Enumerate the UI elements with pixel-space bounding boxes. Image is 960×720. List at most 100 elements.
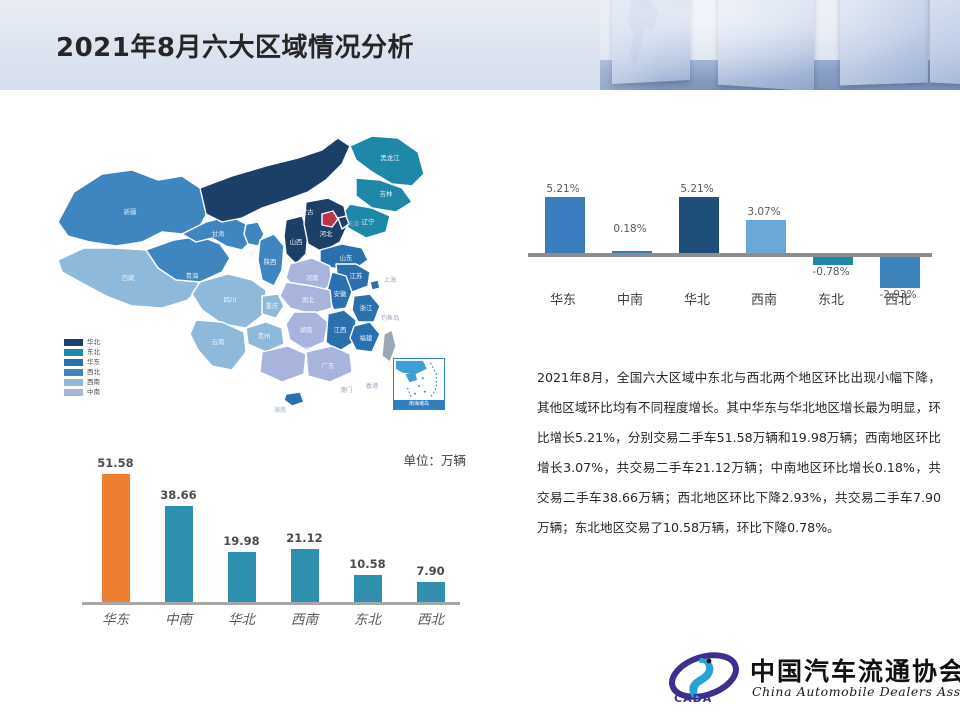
svg-text:浙江: 浙江 — [360, 303, 373, 312]
growth-axis-label: 西北 — [884, 293, 911, 308]
svg-text:陕西: 陕西 — [264, 257, 277, 266]
growth-axis-label: 中南 — [616, 293, 643, 308]
svg-text:河北: 河北 — [320, 230, 333, 238]
volume-bar-group: 7.90 — [399, 464, 462, 602]
svg-text:贵州: 贵州 — [258, 331, 271, 340]
growth-bar[interactable] — [746, 220, 786, 253]
svg-text:天津: 天津 — [347, 220, 359, 228]
svg-text:重庆: 重庆 — [266, 301, 279, 310]
growth-axis-label: 华北 — [683, 293, 710, 308]
legend-swatch — [64, 349, 83, 356]
growth-bar-value: -2.93% — [879, 289, 917, 301]
growth-bar-value: 0.18% — [613, 223, 647, 235]
svg-text:吉林: 吉林 — [380, 189, 393, 198]
growth-bar-group: 0.18% — [595, 165, 665, 285]
legend-item: 华东 — [64, 358, 134, 367]
header-glow — [600, 0, 960, 90]
svg-text:四川: 四川 — [224, 296, 237, 304]
growth-bar[interactable] — [545, 197, 585, 253]
volume-axis-label: 华东 — [102, 612, 129, 628]
growth-axis-label: 华东 — [549, 293, 576, 308]
svg-text:上海: 上海 — [384, 276, 396, 284]
growth-axis-label: 西南 — [750, 293, 777, 308]
volume-bar[interactable] — [417, 581, 445, 602]
svg-text:辽宁: 辽宁 — [362, 217, 375, 226]
legend-label: 东北 — [87, 348, 100, 356]
volume-bar-group: 19.98 — [210, 464, 273, 602]
legend-swatch — [64, 339, 83, 346]
volume-chart-plot: 51.58 38.66 19.98 21.12 10.58 7.90 — [70, 456, 470, 605]
volume-bar[interactable] — [228, 551, 256, 602]
legend-item: 西南 — [64, 378, 134, 387]
svg-text:湖北: 湖北 — [302, 295, 315, 304]
growth-bar[interactable] — [813, 257, 853, 265]
south-china-sea-inset: 南海诸岛 — [393, 358, 445, 410]
volume-bar[interactable] — [102, 473, 130, 602]
growth-chart: 5.21% 0.18% 5.21% 3.07% -0.78% — [520, 165, 940, 315]
china-map-svg: 新疆 西藏 青海 甘肃 广西 内蒙古 黑龙江 吉林 辽宁 河北 山西 山东 陕西… — [57, 135, 425, 414]
legend-item: 中南 — [64, 388, 134, 397]
legend-item: 西北 — [64, 368, 134, 377]
svg-text:江苏: 江苏 — [350, 271, 363, 280]
inset-map-icon — [395, 360, 437, 398]
svg-text:钓鱼岛: 钓鱼岛 — [381, 314, 400, 322]
volume-bar[interactable] — [354, 574, 382, 602]
svg-text:山西: 山西 — [290, 237, 303, 246]
svg-text:黑龙江: 黑龙江 — [380, 153, 400, 162]
volume-axis-label: 西北 — [417, 612, 444, 628]
legend-swatch — [64, 369, 83, 376]
zero-axis-line — [528, 253, 932, 257]
volume-chart-axis: 华东 中南 华北 西南 东北 西北 — [70, 608, 470, 638]
volume-bar-value: 38.66 — [160, 487, 197, 502]
growth-bar-value: 5.21% — [546, 183, 580, 195]
svg-text:新疆: 新疆 — [124, 207, 137, 216]
growth-bar-group: -0.78% — [796, 165, 866, 285]
growth-bar[interactable] — [880, 257, 920, 288]
volume-bar-value: 51.58 — [97, 455, 134, 470]
svg-text:云南: 云南 — [212, 337, 225, 346]
growth-bar[interactable] — [679, 197, 719, 253]
cada-emblem-icon — [669, 652, 739, 700]
legend-swatch — [64, 379, 83, 386]
legend-item: 东北 — [64, 348, 134, 357]
volume-bar-value: 10.58 — [349, 556, 386, 571]
growth-axis-label: 东北 — [817, 293, 844, 308]
inset-label: 南海诸岛 — [394, 400, 444, 409]
summary-paragraph: 2021年8月，全国六大区域中东北与西北两个地区环比出现小幅下降，其他区域环比均… — [537, 370, 941, 535]
legend-item: 华北 — [64, 338, 134, 347]
slide-header: 2021年8月六大区域情况分析 — [0, 0, 960, 90]
volume-chart-unit-label: 单位：万辆 — [403, 453, 466, 468]
china-region-map: 新疆 西藏 青海 甘肃 广西 内蒙古 黑龙江 吉林 辽宁 河北 山西 山东 陕西… — [50, 130, 470, 440]
volume-axis-label: 中南 — [165, 612, 192, 628]
growth-bar-value: 3.07% — [747, 206, 781, 218]
volume-bar-group: 21.12 — [273, 464, 336, 602]
cada-logo: CADA 中国汽车流通协会 China Automobile Dealers A… — [666, 648, 960, 712]
volume-bar-value: 19.98 — [223, 533, 260, 548]
volume-chart: 单位：万辆 51.58 38.66 19.98 21.12 10.58 — [70, 450, 470, 640]
growth-bar[interactable] — [612, 251, 652, 253]
svg-text:海南: 海南 — [274, 406, 286, 414]
volume-bar[interactable] — [165, 505, 193, 602]
growth-bar-group: 5.21% — [662, 165, 732, 285]
svg-text:福建: 福建 — [360, 333, 373, 342]
baseline-axis — [82, 602, 460, 605]
legend-label: 西南 — [87, 378, 100, 386]
volume-axis-label: 华北 — [228, 612, 255, 628]
header-decoration-cubes — [600, 0, 960, 90]
volume-bar-value: 7.90 — [416, 563, 445, 578]
cada-abbr: CADA — [674, 692, 713, 705]
logo-english-name: China Automobile Dealers Association — [752, 684, 960, 699]
page-title: 2021年8月六大区域情况分析 — [56, 33, 414, 63]
svg-text:江西: 江西 — [334, 326, 347, 334]
legend-label: 中南 — [87, 388, 100, 396]
logo-chinese-name: 中国汽车流通协会 — [750, 657, 960, 686]
legend-swatch — [64, 359, 83, 366]
svg-text:内蒙古: 内蒙古 — [294, 207, 314, 216]
svg-text:澳门: 澳门 — [340, 386, 352, 394]
header-fade — [600, 0, 660, 90]
svg-text:广东: 广东 — [322, 361, 335, 370]
volume-bar[interactable] — [291, 548, 319, 602]
svg-text:香港: 香港 — [366, 382, 379, 390]
growth-chart-axis: 华东 中南 华北 西南 东北 西北 — [520, 285, 940, 315]
legend-label: 西北 — [87, 368, 100, 376]
